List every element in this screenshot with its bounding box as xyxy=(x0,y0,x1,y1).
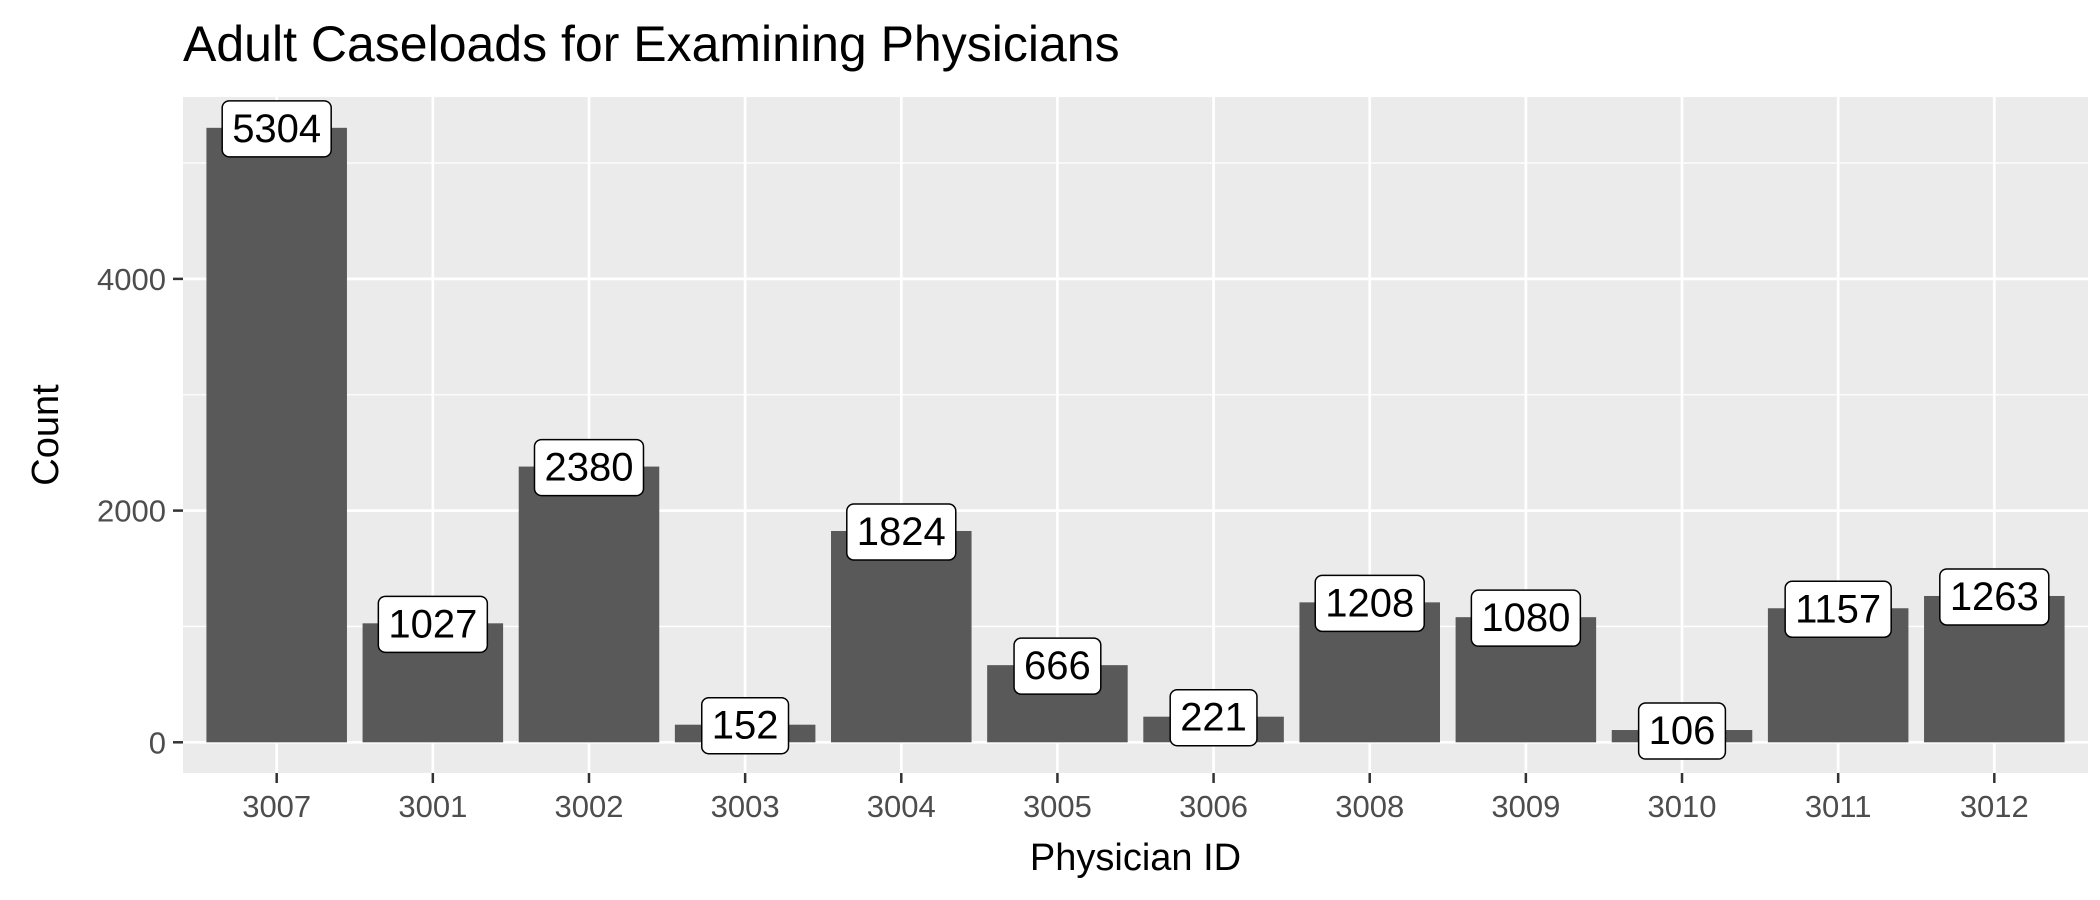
data-label-box xyxy=(1784,580,1892,639)
x-tick-label: 3012 xyxy=(1960,789,2029,824)
data-label-group: 2380 xyxy=(533,438,645,497)
data-label: 1263 xyxy=(1950,575,2039,619)
data-label-group: 1080 xyxy=(1470,589,1582,647)
data-label-group: 1263 xyxy=(1939,568,2050,626)
y-tick-label: 0 xyxy=(149,725,166,760)
data-labels: 5304 1027 2380 152 1824 666 221 1208 1080 106 1157… xyxy=(221,100,2050,760)
y-tick-label: 4000 xyxy=(97,262,166,297)
data-label-group: 221 xyxy=(1169,688,1258,747)
data-label-box xyxy=(1637,702,1727,760)
x-axis: 3007 3001 3002 3003 3004 3005 3006 3008 3009 3010… xyxy=(242,773,2029,824)
data-label-group: 666 xyxy=(1013,637,1102,695)
x-tick-label: 3002 xyxy=(554,789,623,824)
data-label: 5304 xyxy=(232,107,321,151)
data-label: 221 xyxy=(1180,696,1247,740)
data-label-group: 1824 xyxy=(846,503,957,561)
x-tick-label: 3006 xyxy=(1179,789,1248,824)
data-label-box xyxy=(1169,688,1258,747)
x-axis-title: Physician ID xyxy=(1030,837,1241,879)
bar xyxy=(831,530,972,743)
data-label-group: 152 xyxy=(701,696,790,755)
x-tick-label: 3007 xyxy=(242,789,311,824)
y-tick-label: 2000 xyxy=(97,494,166,529)
data-label: 1080 xyxy=(1481,596,1570,640)
data-label-group: 1027 xyxy=(377,595,489,654)
data-label-box xyxy=(377,595,489,654)
x-tick-label: 3004 xyxy=(867,789,936,824)
y-axis: 0 2000 4000 xyxy=(97,262,183,760)
chart-title: Adult Caseloads for Examining Physicians xyxy=(183,16,1120,72)
data-label-box xyxy=(533,438,645,497)
data-label: 1208 xyxy=(1325,581,1414,625)
data-label-box xyxy=(701,696,790,755)
data-label: 2380 xyxy=(544,446,633,490)
data-label: 666 xyxy=(1024,644,1091,688)
x-tick-label: 3009 xyxy=(1491,789,1560,824)
x-tick-label: 3008 xyxy=(1335,789,1404,824)
data-label: 1027 xyxy=(388,602,477,646)
x-tick-label: 3005 xyxy=(1023,789,1092,824)
data-label-box xyxy=(1314,574,1425,633)
data-label-box xyxy=(221,100,332,158)
x-tick-label: 3001 xyxy=(398,789,467,824)
bar xyxy=(206,127,347,743)
data-label-box xyxy=(1470,589,1582,647)
x-tick-label: 3010 xyxy=(1648,789,1717,824)
data-label: 1824 xyxy=(857,510,946,554)
data-label-box xyxy=(846,503,957,561)
data-label-box xyxy=(1013,637,1102,695)
data-label-box xyxy=(1939,568,2050,626)
data-label: 106 xyxy=(1649,709,1716,753)
x-tick-label: 3003 xyxy=(711,789,780,824)
data-label: 1157 xyxy=(1795,587,1881,631)
data-label-group: 5304 xyxy=(221,100,332,158)
data-label-group: 106 xyxy=(1637,702,1727,760)
y-axis-title: Count xyxy=(25,384,67,486)
data-label-group: 1208 xyxy=(1314,574,1425,633)
data-label: 152 xyxy=(712,704,779,748)
x-tick-label: 3011 xyxy=(1805,789,1872,824)
bar xyxy=(518,466,660,743)
data-label-group: 1157 xyxy=(1784,580,1892,639)
